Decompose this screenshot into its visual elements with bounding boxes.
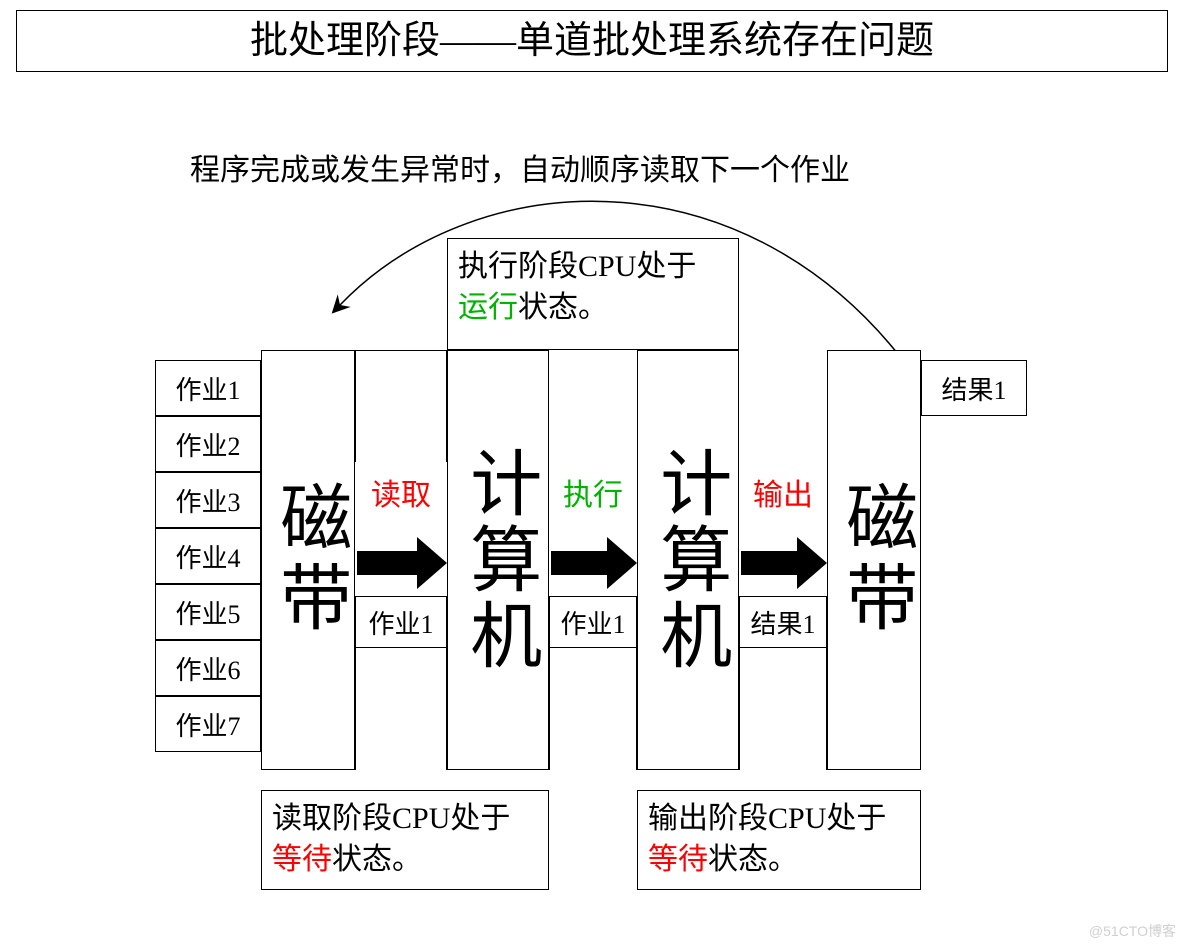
job-item: 作业6 <box>155 640 261 696</box>
mid-read-top <box>355 350 447 462</box>
read-label: 读取 <box>355 470 447 514</box>
computer-label: 计算机 <box>460 446 536 674</box>
job-item: 作业2 <box>155 416 261 472</box>
note-text: 读取阶段CPU处于 <box>272 802 510 835</box>
note-exec: 执行阶段CPU处于 运行状态。 <box>447 238 739 350</box>
computer-left: 计算机 <box>447 350 549 770</box>
watermark: @51CTO博客 <box>1089 921 1176 941</box>
result-box: 结果1 <box>921 360 1027 416</box>
note-highlight: 运行 <box>458 291 518 324</box>
note-text: 输出阶段CPU处于 <box>648 802 886 835</box>
note-highlight: 等待 <box>648 843 708 876</box>
tape-label: 磁带 <box>270 480 346 640</box>
curve-label: 程序完成或发生异常时，自动顺序读取下一个作业 <box>190 145 850 189</box>
exec-label: 执行 <box>549 470 637 514</box>
note-text: 状态。 <box>518 291 608 324</box>
job-item: 作业4 <box>155 528 261 584</box>
note-text: 状态。 <box>332 843 422 876</box>
note-highlight: 等待 <box>272 843 332 876</box>
mid-exec-bottom <box>549 648 637 770</box>
job-item: 作业5 <box>155 584 261 640</box>
note-text: 状态。 <box>708 843 798 876</box>
page-title: 批处理阶段——单道批处理系统存在问题 <box>16 10 1168 72</box>
mid-output-bottom <box>739 648 827 770</box>
job-item: 作业1 <box>155 360 261 416</box>
mid-read-job: 作业1 <box>355 596 447 648</box>
tape-label: 磁带 <box>836 480 912 640</box>
mid-output-job: 结果1 <box>739 596 827 648</box>
tape-right: 磁带 <box>827 350 921 770</box>
job-item: 作业7 <box>155 696 261 752</box>
note-text: 执行阶段CPU处于 <box>458 250 696 283</box>
note-read: 读取阶段CPU处于 等待状态。 <box>261 790 549 890</box>
computer-label: 计算机 <box>650 446 726 674</box>
output-label: 输出 <box>739 470 827 514</box>
computer-right: 计算机 <box>637 350 739 770</box>
note-output: 输出阶段CPU处于 等待状态。 <box>637 790 921 890</box>
tape-left: 磁带 <box>261 350 355 770</box>
job-item: 作业3 <box>155 472 261 528</box>
diagram: 批处理阶段——单道批处理系统存在问题 程序完成或发生异常时，自动顺序读取下一个作… <box>0 0 1184 947</box>
mid-exec-job: 作业1 <box>549 596 637 648</box>
mid-read-bottom <box>355 648 447 770</box>
